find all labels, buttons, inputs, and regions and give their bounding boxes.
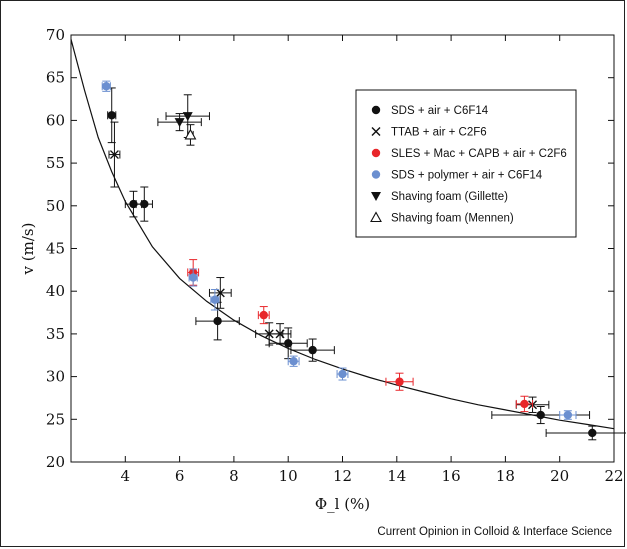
legend-marker	[371, 148, 381, 158]
series-2	[187, 259, 534, 413]
data-point	[213, 316, 222, 326]
data-point	[563, 410, 573, 420]
legend-label: TTAB + air + C2F6	[391, 127, 487, 139]
series-4	[157, 94, 210, 138]
data-point	[588, 428, 597, 438]
y-tick-label: 60	[46, 111, 65, 129]
x-tick-label: 18	[496, 467, 515, 485]
legend-box	[355, 89, 577, 238]
x-tick-label: 14	[387, 467, 406, 485]
data-point	[129, 199, 138, 209]
legend-label: SDS + air + C6F14	[391, 105, 489, 117]
data-point	[109, 150, 119, 160]
y-tick-label: 70	[46, 26, 65, 44]
legend-label: SLES + Mac + CAPB + air + C2F6	[391, 148, 567, 160]
data-point	[210, 295, 220, 304]
data-point	[275, 329, 285, 339]
y-tick-label: 40	[46, 282, 65, 300]
data-point	[107, 111, 116, 120]
chart-legend: SDS + air + C6F14 TTAB + air + C2F6 SLES +…	[355, 89, 577, 238]
data-point	[284, 339, 293, 348]
y-axis-label: v (m/s)	[19, 223, 37, 276]
y-tick-label: 25	[46, 410, 65, 428]
x-tick-label: 4	[121, 467, 131, 485]
fit-curve-line	[70, 39, 615, 430]
series-0	[107, 87, 626, 441]
data-point	[259, 310, 268, 320]
fit-curve-group	[70, 39, 615, 430]
legend-marker	[371, 127, 381, 136]
series-5	[184, 124, 197, 146]
legend-marker	[371, 105, 381, 115]
series-3	[101, 80, 577, 420]
x-tick-label: 16	[442, 467, 461, 485]
publisher-credit: Current Opinion in Colloid & Interface S…	[377, 526, 612, 538]
legend-marker	[371, 192, 381, 201]
y-tick-label: 45	[46, 240, 65, 258]
y-tick-label: 65	[46, 69, 65, 87]
x-tick-label: 12	[333, 467, 352, 485]
data-point	[289, 357, 298, 366]
y-tick-label: 50	[46, 197, 65, 215]
x-tick-label: 22	[604, 467, 623, 485]
data-point	[536, 410, 545, 420]
data-point	[338, 369, 347, 379]
data-point	[174, 118, 185, 128]
legend-label: SDS + polymer + air + C6F14	[391, 170, 543, 182]
x-tick-label: 6	[175, 467, 185, 485]
data-point	[188, 273, 198, 282]
data-point	[102, 82, 111, 91]
data-point	[184, 128, 197, 140]
data-point	[182, 112, 193, 122]
data-point	[308, 345, 317, 355]
y-tick-label: 55	[46, 154, 65, 172]
x-axis-label: Φ_l (%)	[315, 495, 370, 513]
data-point	[520, 399, 529, 409]
chart-plot: 20 25 30 35 40 45 50 55 60 65 70 4 6 8 10 12 14 16 18 20 22 Φ…	[19, 26, 626, 513]
y-tick-label: 20	[46, 453, 65, 471]
x-tick-label: 8	[229, 467, 239, 485]
legend-label: Shaving foam (Gillette)	[391, 191, 508, 203]
x-tick-label: 10	[279, 467, 298, 485]
legend-marker	[370, 211, 382, 223]
legend-label: Shaving foam (Mennen)	[391, 213, 514, 225]
y-tick-label: 35	[46, 325, 65, 343]
x-tick-label: 20	[550, 467, 569, 485]
data-marks	[101, 80, 626, 441]
legend-marker	[371, 170, 381, 179]
data-point	[395, 377, 404, 386]
y-tick-label: 30	[46, 368, 65, 386]
data-point	[215, 288, 225, 298]
chart-axes: 20 25 30 35 40 45 50 55 60 65 70 4 6 8 10 12 14 16 18 20 22 Φ…	[19, 26, 624, 513]
data-point	[140, 199, 149, 209]
